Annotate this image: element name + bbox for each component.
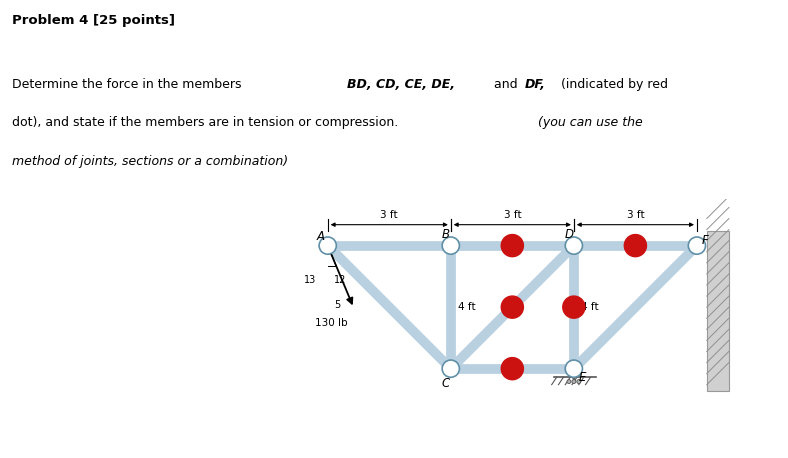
Circle shape (442, 360, 459, 377)
Circle shape (572, 380, 576, 383)
Text: 3 ft: 3 ft (504, 210, 521, 220)
Text: (indicated by red: (indicated by red (557, 78, 668, 91)
Text: Determine the force in the members: Determine the force in the members (12, 78, 246, 91)
Circle shape (567, 380, 571, 383)
Text: BD, CD, CE, DE,: BD, CD, CE, DE, (347, 78, 455, 91)
Text: 5: 5 (334, 300, 340, 310)
Bar (707, 231, 729, 391)
Text: 4 ft: 4 ft (458, 302, 476, 312)
Text: 3 ft: 3 ft (626, 210, 645, 220)
Text: Problem 4 [25 points]: Problem 4 [25 points] (12, 14, 175, 27)
Circle shape (688, 237, 705, 254)
Text: 13: 13 (304, 275, 317, 285)
Circle shape (577, 380, 581, 383)
Circle shape (624, 234, 646, 256)
Text: method of joints, sections or a combination): method of joints, sections or a combinat… (12, 155, 288, 168)
Circle shape (319, 237, 336, 254)
Text: (you can use the: (you can use the (538, 116, 643, 129)
Text: A: A (316, 230, 325, 244)
Text: 4 ft: 4 ft (582, 302, 599, 312)
Text: 12: 12 (334, 275, 346, 285)
Circle shape (565, 237, 582, 254)
Text: B: B (442, 228, 450, 241)
Circle shape (501, 358, 523, 380)
Text: 3 ft: 3 ft (381, 210, 398, 220)
Circle shape (563, 296, 585, 318)
Polygon shape (567, 369, 582, 380)
Text: F: F (702, 234, 709, 247)
Text: D: D (564, 228, 574, 241)
Text: DF,: DF, (525, 78, 546, 91)
Text: and: and (490, 78, 522, 91)
Text: 130 lb: 130 lb (315, 318, 348, 328)
Circle shape (565, 360, 582, 377)
Text: E: E (578, 371, 586, 384)
Text: C: C (442, 377, 450, 390)
Circle shape (442, 237, 459, 254)
Circle shape (501, 234, 523, 256)
Circle shape (501, 296, 523, 318)
Text: dot), and state if the members are in tension or compression.: dot), and state if the members are in te… (12, 116, 402, 129)
